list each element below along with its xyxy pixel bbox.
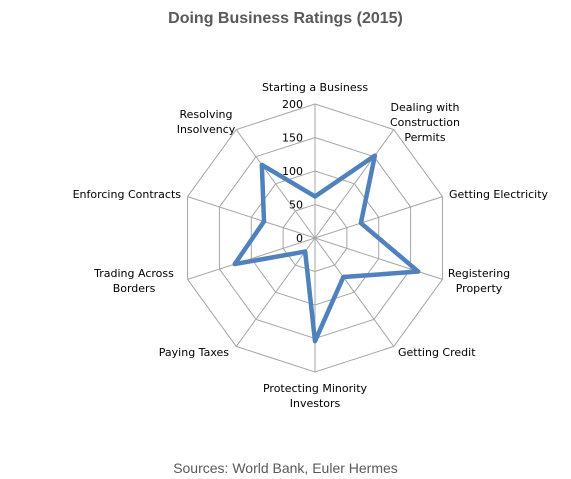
- category-label-6: Paying Taxes: [159, 346, 229, 359]
- category-labels: Starting a Business Dealing with Construct…: [73, 81, 549, 410]
- radar-series: [232, 153, 421, 344]
- spoke-4: [314, 237, 395, 347]
- spoke-2: [314, 196, 443, 239]
- radial-tick-labels: 0 50 100 150 200: [282, 98, 303, 245]
- tick-label-0: 0: [296, 232, 303, 245]
- category-label-8: Enforcing Contracts: [73, 188, 182, 201]
- category-label-9: Resolving Insolvency: [177, 108, 236, 136]
- category-label-7: Trading Across Borders: [93, 267, 174, 295]
- spoke-7: [187, 237, 316, 280]
- category-label-3: Registering Property: [448, 267, 510, 295]
- source-note: Sources: World Bank, Euler Hermes: [173, 460, 398, 476]
- category-label-1: Dealing with Construction Permits: [390, 101, 460, 144]
- category-label-2: Getting Electricity: [449, 188, 549, 201]
- spoke-9: [235, 129, 316, 239]
- series-line-0: [232, 153, 421, 344]
- spoke-1: [314, 129, 395, 239]
- tick-label-100: 100: [282, 165, 303, 178]
- radar-spokes: [187, 104, 443, 372]
- tick-label-200: 200: [282, 98, 303, 111]
- tick-label-50: 50: [289, 199, 303, 212]
- spoke-3: [314, 237, 443, 280]
- chart-title: Doing Business Ratings (2015): [168, 10, 403, 27]
- spoke-8: [187, 196, 316, 239]
- category-label-0: Starting a Business: [262, 81, 368, 94]
- category-label-5: Protecting Minority Investors: [263, 382, 368, 410]
- tick-label-150: 150: [282, 132, 303, 145]
- category-label-4: Getting Credit: [398, 346, 476, 359]
- spoke-6: [235, 237, 316, 347]
